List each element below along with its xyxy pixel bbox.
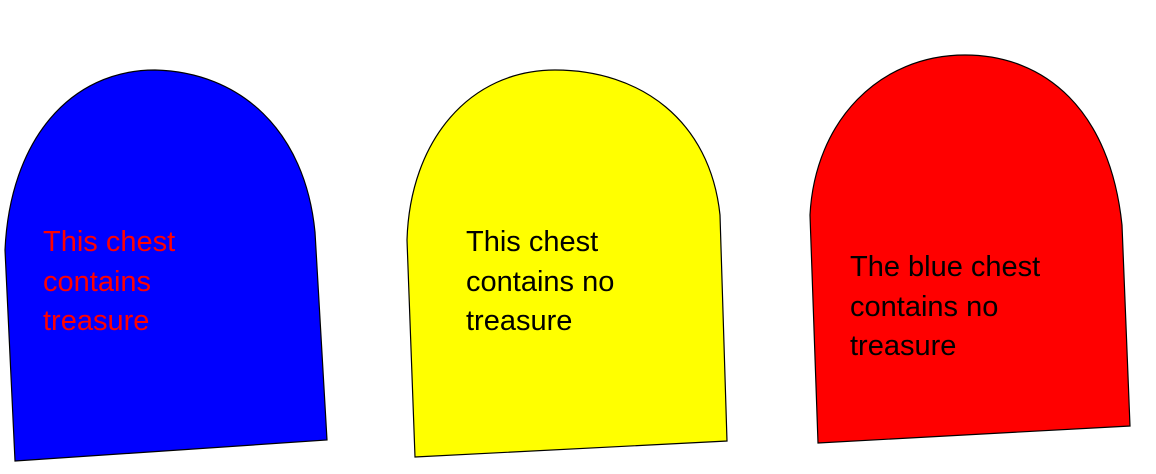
yellow-chest-label-line: contains no bbox=[466, 265, 615, 298]
blue-chest-label: This chest contains treasure bbox=[43, 223, 175, 342]
red-chest-label-line: treasure bbox=[850, 330, 957, 362]
red-chest-label-line: contains no bbox=[850, 290, 999, 323]
yellow-chest-label-line: This chest bbox=[466, 226, 599, 258]
blue-chest-label-line: This chest bbox=[43, 226, 176, 258]
red-chest-label-line: The blue chest bbox=[850, 251, 1041, 283]
red-chest-shape bbox=[809, 54, 1131, 444]
yellow-chest-label-line: treasure bbox=[466, 305, 573, 337]
yellow-chest-shape bbox=[406, 69, 728, 458]
blue-chest-shape bbox=[4, 69, 328, 462]
yellow-chest-label: This chest contains no treasure bbox=[466, 223, 614, 342]
blue-chest-label-line: treasure bbox=[43, 305, 150, 337]
blue-chest-label-line: contains bbox=[43, 265, 152, 298]
red-chest-label: The blue chest contains no treasure bbox=[850, 248, 1040, 367]
